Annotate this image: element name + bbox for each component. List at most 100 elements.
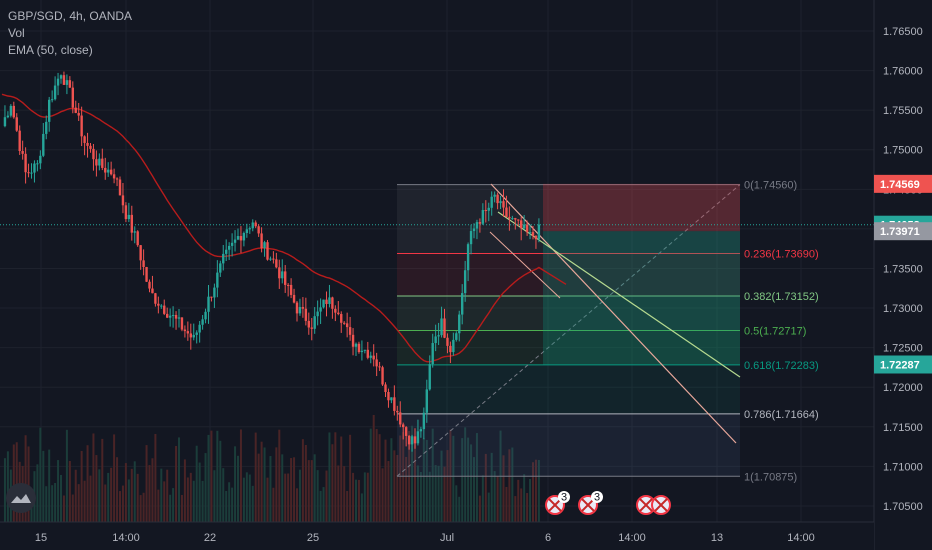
volume-bar	[349, 434, 352, 522]
candle-body	[95, 159, 98, 166]
candle-body	[508, 216, 511, 219]
volume-bar	[387, 461, 390, 522]
candle-body	[3, 117, 7, 127]
price-tag-text: 1.72287	[880, 360, 920, 372]
candle	[183, 325, 187, 338]
uk-flag-event-icon[interactable]	[651, 495, 671, 515]
volume-bar	[62, 495, 65, 522]
candle-body	[413, 436, 417, 444]
candle-body	[59, 75, 63, 79]
candle	[487, 202, 490, 222]
candle	[525, 220, 529, 236]
candle-body	[186, 331, 190, 334]
candle	[98, 153, 101, 171]
candle	[192, 323, 195, 341]
volume-bar	[124, 463, 127, 522]
candle-body	[381, 367, 384, 385]
volume-bar	[478, 495, 481, 522]
price-tick-label: 1.75000	[883, 145, 923, 157]
volume-bar	[127, 479, 130, 522]
volume-bar	[434, 465, 437, 522]
volume-bar	[12, 444, 15, 522]
time-tick-label: 15	[35, 532, 47, 544]
candle-body	[192, 334, 195, 338]
ema-indicator-label[interactable]: EMA (50, close)	[8, 43, 93, 57]
candle	[263, 240, 266, 257]
candle	[251, 219, 254, 232]
fib-zone	[397, 413, 740, 477]
channel-mid-line	[497, 211, 741, 378]
uk-flag-event-icon[interactable]: 3	[578, 491, 603, 515]
candle	[269, 256, 272, 261]
candle	[449, 341, 452, 364]
volume-bar	[411, 425, 414, 522]
candle	[180, 317, 184, 332]
volume-bar	[272, 487, 275, 522]
volume-bar	[107, 472, 110, 522]
candle-body	[98, 158, 101, 166]
candle-body	[531, 232, 535, 236]
candle	[3, 105, 7, 128]
candle-body	[304, 308, 308, 321]
volume-bar	[328, 432, 331, 522]
candle-body	[528, 232, 532, 234]
candle	[130, 205, 133, 241]
candle-body	[174, 314, 178, 319]
time-tick-label: 22	[204, 532, 216, 544]
candle-body	[163, 305, 166, 314]
candle-body	[83, 136, 86, 143]
volume-bar	[204, 453, 207, 522]
chart-legend: GBP/SGD, 4h, OANDA Vol EMA (50, close)	[8, 8, 132, 59]
candle-body	[142, 260, 145, 268]
candle-body	[272, 258, 275, 260]
candle	[275, 252, 278, 269]
candle-body	[242, 232, 246, 241]
volume-bar	[313, 454, 316, 522]
candle	[59, 74, 63, 84]
fib-zone	[397, 184, 740, 254]
time-tick-label: 14:00	[112, 532, 140, 544]
candle-body	[80, 115, 83, 137]
volume-bar	[65, 429, 68, 522]
candle	[109, 161, 113, 176]
candle-body	[239, 236, 243, 241]
volume-indicator-label[interactable]: Vol	[8, 26, 25, 40]
candle	[227, 242, 231, 260]
flag-cross	[548, 498, 562, 512]
price-tick-label: 1.76500	[883, 26, 923, 38]
candle-body	[419, 429, 423, 432]
volume-bar	[183, 459, 186, 522]
volume-bar	[166, 469, 169, 522]
candle-body	[310, 327, 313, 329]
volume-bar	[68, 460, 71, 522]
time-tick-label: Jul	[440, 532, 454, 544]
volume-bar	[304, 444, 307, 522]
candle	[366, 341, 369, 360]
candle-body	[331, 297, 334, 309]
tradingview-logo-icon[interactable]	[6, 483, 36, 513]
volume-bar	[490, 452, 493, 522]
volume-bar	[145, 445, 148, 522]
time-tick-label: 25	[307, 532, 319, 544]
volume-bar	[239, 429, 242, 522]
candle	[154, 292, 157, 307]
candle-body	[245, 229, 249, 233]
candle-body	[534, 235, 538, 240]
symbol-title[interactable]: GBP/SGD, 4h, OANDA	[8, 9, 133, 23]
candle-body	[9, 105, 13, 116]
candle-body	[124, 205, 128, 220]
volume-bar	[77, 484, 80, 522]
candle	[337, 301, 340, 316]
volume-bar	[116, 457, 119, 522]
candle	[475, 219, 479, 240]
candle-body	[33, 163, 36, 173]
volume-bar	[381, 468, 384, 522]
candle	[77, 102, 80, 121]
candle-body	[68, 80, 72, 88]
uk-flag-event-icon[interactable]: 3	[545, 491, 570, 515]
candle	[248, 226, 251, 234]
candle-body	[210, 296, 213, 298]
candle-body	[490, 196, 493, 208]
